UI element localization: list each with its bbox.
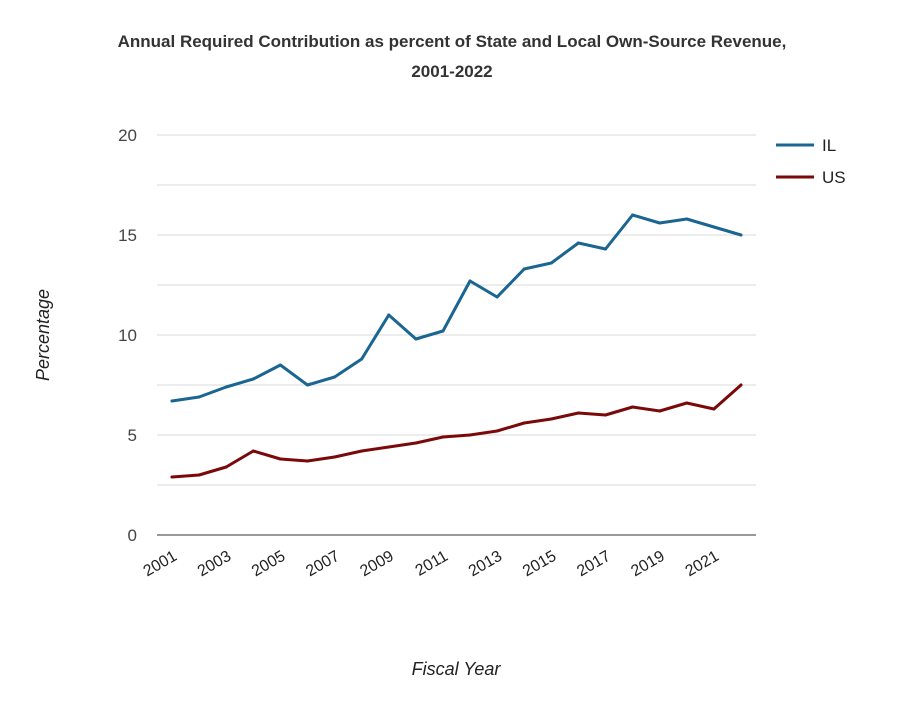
data-point-il — [468, 279, 472, 283]
data-point-us — [278, 457, 282, 461]
x-tick-label: 2007 — [303, 548, 342, 581]
data-point-us — [468, 433, 472, 437]
data-point-us — [495, 429, 499, 433]
legend-label-il: IL — [822, 136, 836, 155]
data-point-us — [522, 421, 526, 425]
series-line-us — [170, 383, 743, 479]
x-tick-label: 2009 — [357, 548, 396, 581]
data-point-il — [685, 217, 689, 221]
data-point-il — [333, 375, 337, 379]
data-point-us — [576, 411, 580, 415]
data-point-il — [604, 247, 608, 251]
data-point-us — [333, 455, 337, 459]
x-tick-label: 2005 — [249, 548, 288, 581]
gridlines — [157, 134, 756, 536]
data-point-il — [278, 363, 282, 367]
data-point-il — [739, 233, 743, 237]
data-point-us — [549, 417, 553, 421]
y-tick-label: 15 — [118, 226, 137, 245]
data-point-il — [658, 221, 662, 225]
data-point-us — [685, 401, 689, 405]
legend-label-us: US — [822, 168, 846, 187]
x-tick-label: 2015 — [520, 548, 559, 581]
data-point-il — [251, 377, 255, 381]
data-point-us — [305, 459, 309, 463]
data-point-il — [170, 399, 174, 403]
data-point-il — [197, 395, 201, 399]
data-point-il — [522, 267, 526, 271]
data-point-il — [305, 383, 309, 387]
x-tick-label: 2019 — [628, 548, 667, 581]
y-axis-label: Percentage — [33, 289, 53, 381]
data-point-us — [251, 449, 255, 453]
data-point-il — [495, 295, 499, 299]
data-point-us — [604, 413, 608, 417]
series-line-il — [170, 213, 743, 403]
data-point-il — [224, 385, 228, 389]
series-lines — [170, 213, 743, 479]
data-point-il — [712, 225, 716, 229]
data-point-us — [170, 475, 174, 479]
data-point-us — [197, 473, 201, 477]
data-point-us — [387, 445, 391, 449]
x-tick-label: 2011 — [413, 548, 451, 580]
legend: IL US — [776, 136, 846, 187]
x-tick-label: 2021 — [683, 548, 722, 581]
data-point-il — [441, 329, 445, 333]
data-point-us — [441, 435, 445, 439]
x-axis-label: Fiscal Year — [412, 659, 502, 679]
chart-title-line-2: 2001-2022 — [411, 62, 492, 81]
x-tick-label: 2001 — [141, 548, 180, 581]
data-point-il — [576, 241, 580, 245]
data-point-il — [360, 357, 364, 361]
y-tick-label: 10 — [118, 326, 137, 345]
data-point-il — [631, 213, 635, 217]
y-tick-label: 20 — [118, 126, 137, 145]
data-point-us — [739, 383, 743, 387]
data-point-il — [549, 261, 553, 265]
data-point-us — [631, 405, 635, 409]
data-point-us — [414, 441, 418, 445]
data-point-us — [712, 407, 716, 411]
data-point-us — [224, 465, 228, 469]
y-axis-ticks: 0 5 10 15 20 — [118, 126, 137, 545]
y-tick-label: 0 — [128, 526, 137, 545]
x-tick-label: 2013 — [466, 548, 505, 581]
data-point-us — [360, 449, 364, 453]
data-point-il — [387, 313, 391, 317]
chart-title-line-1: Annual Required Contribution as percent … — [118, 32, 787, 51]
data-point-us — [658, 409, 662, 413]
y-tick-label: 5 — [128, 426, 137, 445]
x-axis-ticks: 2001 2003 2005 2007 2009 2011 2013 2015 2017 2019… — [141, 548, 722, 581]
data-point-il — [414, 337, 418, 341]
x-tick-label: 2003 — [195, 548, 234, 581]
x-tick-label: 2017 — [574, 548, 613, 581]
